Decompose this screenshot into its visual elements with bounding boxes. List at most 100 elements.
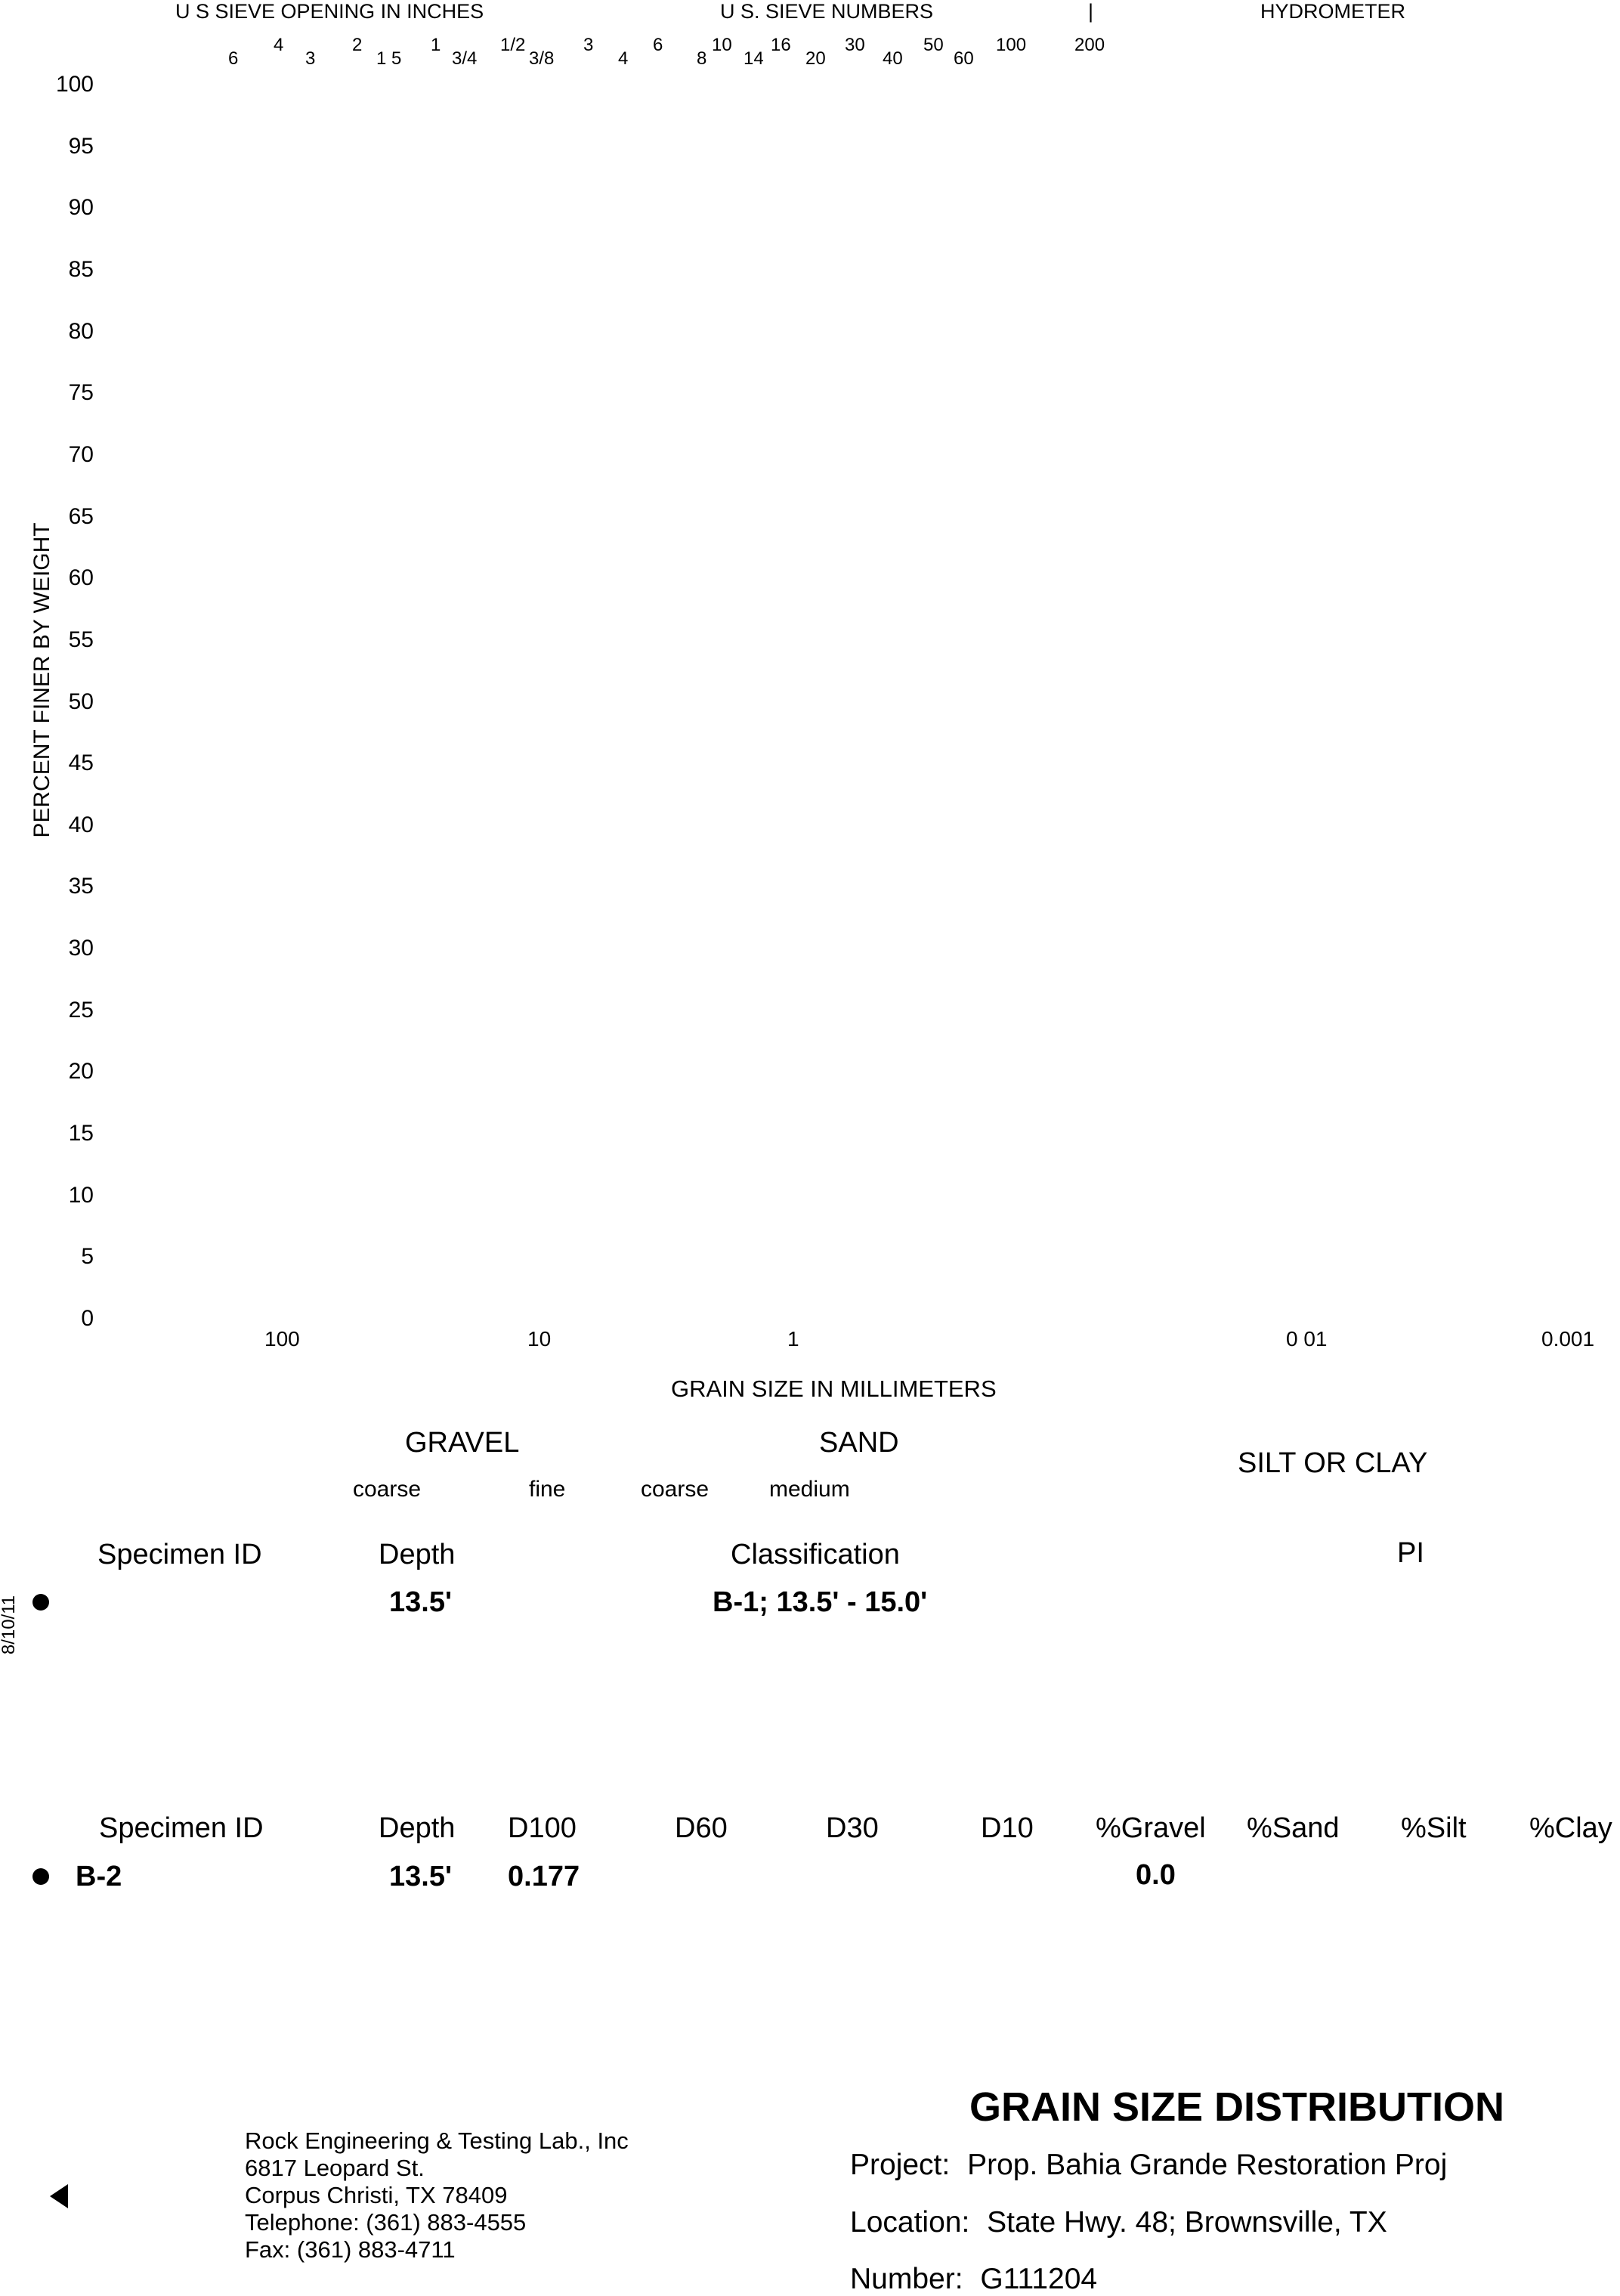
project-label: Project: xyxy=(850,2149,951,2181)
address-line: Rock Engineering & Testing Lab., Inc xyxy=(245,2127,629,2154)
project-value: Prop. Bahia Grande Restoration Proj xyxy=(967,2149,1448,2181)
y-tick-label: 90 xyxy=(68,195,94,221)
gravel-fine-label: fine xyxy=(529,1477,566,1502)
y-tick-label: 15 xyxy=(68,1121,94,1146)
t1-pi-header: PI xyxy=(1397,1537,1424,1569)
t2-d100-value: 0.177 xyxy=(508,1861,580,1892)
company-address: Rock Engineering & Testing Lab., Inc 6817… xyxy=(245,2127,629,2264)
location-label: Location: xyxy=(850,2206,970,2239)
y-tick-label: 70 xyxy=(68,441,94,467)
project-line: Project: Prop. Bahia Grande Restoration … xyxy=(850,2149,1447,2182)
t2-header-cell: Specimen ID xyxy=(99,1812,264,1844)
t2-header-cell: %Clay xyxy=(1529,1812,1612,1844)
hydrometer-label: HYDROMETER xyxy=(1260,0,1406,23)
x-tick-label: 0.001 xyxy=(1541,1327,1595,1351)
t1-specimen-header: Specimen ID xyxy=(97,1539,262,1570)
sieve-inches-label: U S SIEVE OPENING IN INCHES xyxy=(175,0,484,23)
sieve-label: 1 5 xyxy=(376,48,402,69)
sieve-label: 30 xyxy=(845,35,865,55)
address-line: Telephone: (361) 883-4555 xyxy=(245,2209,527,2236)
y-tick-label: 5 xyxy=(81,1244,94,1270)
y-tick-label: 10 xyxy=(68,1182,94,1208)
y-tick-label: 55 xyxy=(68,627,94,652)
t1-depth-header: Depth xyxy=(379,1539,456,1570)
sieve-label: 16 xyxy=(771,35,791,55)
y-tick-label: 65 xyxy=(68,503,94,529)
sieve-label: 1/2 xyxy=(500,35,526,55)
t2-row-marker xyxy=(32,1868,49,1885)
sieve-label: 14 xyxy=(744,48,764,69)
y-tick-label: 50 xyxy=(68,688,94,714)
sieve-label: 3/4 xyxy=(452,48,478,69)
y-tick-label: 85 xyxy=(68,256,94,282)
sieve-label: 10 xyxy=(712,35,732,55)
sieve-label: 4 xyxy=(274,35,284,55)
t2-gravel-value: 0.0 xyxy=(1136,1859,1176,1891)
number-label: Number: xyxy=(850,2263,963,2295)
sieve-label: 200 xyxy=(1074,35,1105,55)
sieve-label: 8 xyxy=(697,48,707,69)
number-line: Number: G111204 xyxy=(850,2263,1097,2296)
y-tick-label: 25 xyxy=(68,997,94,1023)
y-tick-label: 75 xyxy=(68,380,94,406)
gravel-coarse-label: coarse xyxy=(353,1477,422,1502)
location-line: Location: State Hwy. 48; Brownsville, TX xyxy=(850,2206,1387,2239)
y-tick-label: 0 xyxy=(81,1306,94,1331)
address-line: 6817 Leopard St. xyxy=(245,2155,425,2181)
t1-row-marker xyxy=(32,1594,49,1611)
x-tick-label: 10 xyxy=(527,1327,552,1351)
back-arrow-icon xyxy=(50,2184,68,2208)
sand-coarse-label: coarse xyxy=(641,1477,710,1502)
sieve-label: 4 xyxy=(618,48,629,69)
t2-header-cell: Depth xyxy=(379,1812,456,1844)
sieve-label: 3/8 xyxy=(529,48,555,69)
sieve-label: 3 xyxy=(583,35,594,55)
sand-medium-label: medium xyxy=(769,1477,850,1502)
x-tick-label: 0 01 xyxy=(1286,1327,1328,1351)
t2-specimen-value: B-2 xyxy=(76,1861,122,1892)
sieve-label: 20 xyxy=(805,48,826,69)
sieve-label: 50 xyxy=(923,35,944,55)
t1-classification-value: B-1; 13.5' - 15.0' xyxy=(713,1586,928,1618)
y-tick-label: 20 xyxy=(68,1059,94,1085)
t2-header-cell: D100 xyxy=(508,1812,577,1844)
sieve-label: 40 xyxy=(883,48,903,69)
t2-header-cell: D30 xyxy=(826,1812,879,1844)
x-tick-label: 1 xyxy=(787,1327,799,1351)
y-tick-label: 80 xyxy=(68,318,94,344)
y-tick-label: 30 xyxy=(68,936,94,961)
bar-mark: | xyxy=(1088,0,1094,23)
address-line: Corpus Christi, TX 78409 xyxy=(245,2182,508,2208)
y-tick-label: 35 xyxy=(68,874,94,899)
address-line: Fax: (361) 883-4711 xyxy=(245,2236,456,2263)
sand-zone-label: SAND xyxy=(819,1427,899,1459)
x-axis-label: GRAIN SIZE IN MILLIMETERS xyxy=(671,1375,997,1402)
y-tick-label: 45 xyxy=(68,750,94,776)
t2-header-cell: D60 xyxy=(675,1812,728,1844)
y-axis-label: PERCENT FINER BY WEIGHT xyxy=(29,522,54,838)
t2-header-cell: %Silt xyxy=(1401,1812,1467,1844)
sieve-label: 60 xyxy=(954,48,974,69)
number-value: G111204 xyxy=(980,2263,1098,2295)
y-tick-label: 100 xyxy=(55,72,94,97)
silt-clay-zone-label: SILT OR CLAY xyxy=(1238,1447,1428,1479)
gravel-zone-label: GRAVEL xyxy=(405,1427,520,1459)
t1-classification-header: Classification xyxy=(731,1539,900,1570)
sieve-label: 3 xyxy=(305,48,316,69)
t2-header-cell: D10 xyxy=(981,1812,1034,1844)
location-value: State Hwy. 48; Brownsville, TX xyxy=(987,2206,1387,2239)
y-tick-label: 95 xyxy=(68,133,94,159)
sieve-numbers-label: U S. SIEVE NUMBERS xyxy=(720,0,934,23)
sieve-label: 2 xyxy=(352,35,363,55)
side-date: 8/10/11 xyxy=(0,1595,19,1655)
x-tick-label: 100 xyxy=(264,1327,300,1351)
y-tick-label: 60 xyxy=(68,565,94,591)
t2-header-cell: %Gravel xyxy=(1096,1812,1206,1844)
report-title: GRAIN SIZE DISTRIBUTION xyxy=(969,2084,1505,2130)
sieve-label: 1 xyxy=(431,35,441,55)
t1-depth-value: 13.5' xyxy=(389,1586,452,1618)
t2-depth-value: 13.5' xyxy=(389,1861,452,1892)
sieve-label: 100 xyxy=(996,35,1027,55)
t2-header-cell: %Sand xyxy=(1247,1812,1340,1844)
sieve-label: 6 xyxy=(228,48,239,69)
